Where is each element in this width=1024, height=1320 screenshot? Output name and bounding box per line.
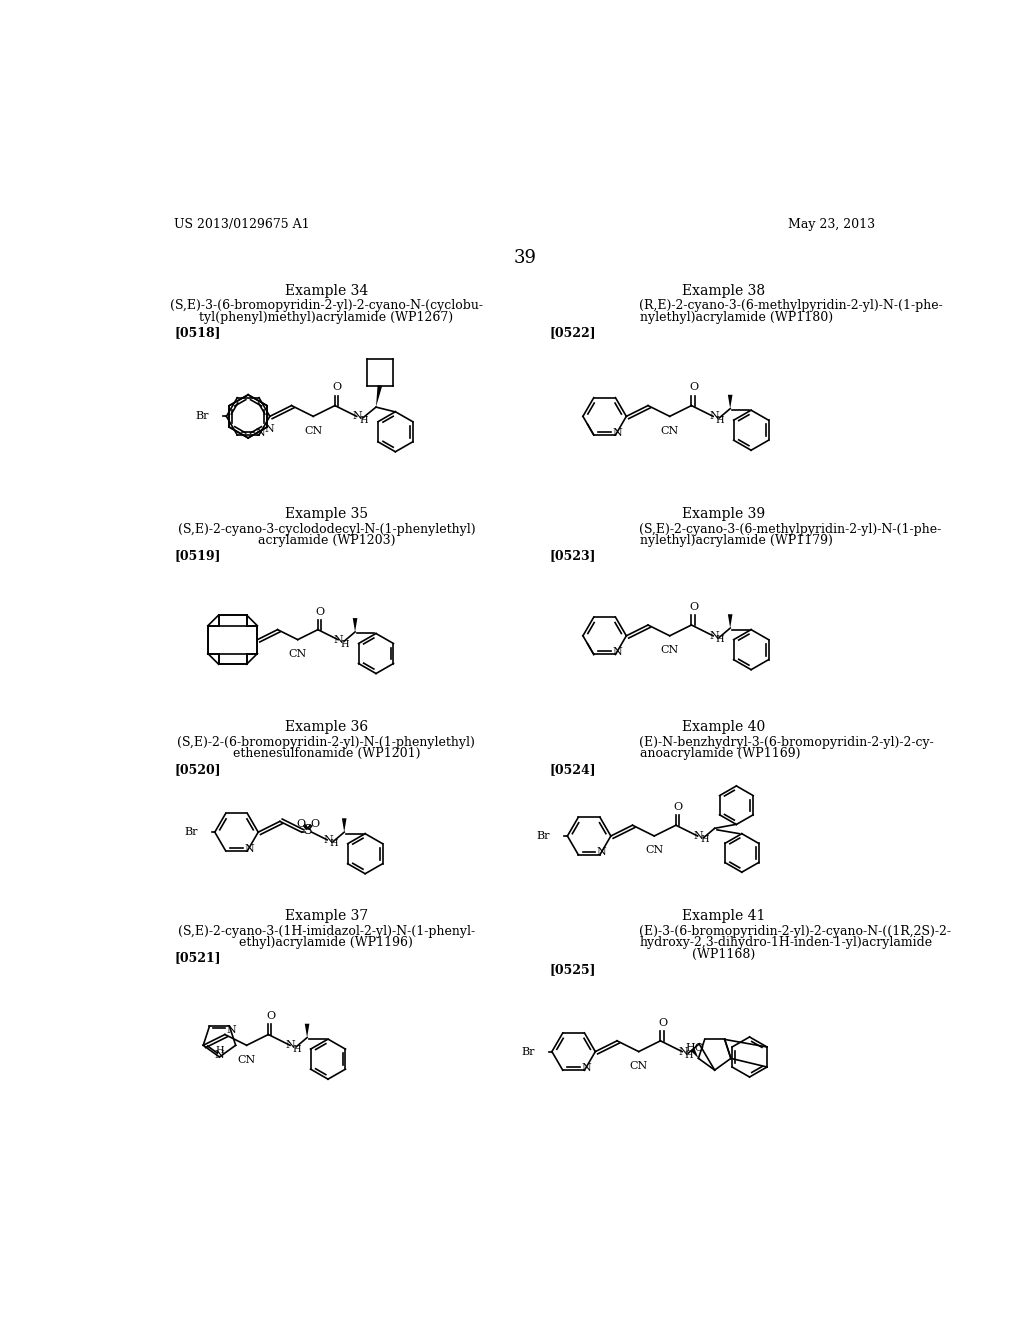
Text: (WP1168): (WP1168) <box>691 948 755 961</box>
Text: N: N <box>709 412 719 421</box>
Text: Example 36: Example 36 <box>285 721 368 734</box>
Text: (S,E)-3-(6-bromopyridin-2-yl)-2-cyano-N-(cyclobu-: (S,E)-3-(6-bromopyridin-2-yl)-2-cyano-N-… <box>170 300 483 313</box>
Text: N: N <box>678 1047 688 1056</box>
Text: Br: Br <box>537 832 550 841</box>
Text: N: N <box>352 412 362 421</box>
Text: O: O <box>310 818 319 829</box>
Text: O: O <box>689 383 698 392</box>
Text: ethenesulfonamide (WP1201): ethenesulfonamide (WP1201) <box>232 747 420 760</box>
Text: (S,E)-2-cyano-3-(1H-imidazol-2-yl)-N-(1-phenyl-: (S,E)-2-cyano-3-(1H-imidazol-2-yl)-N-(1-… <box>178 924 475 937</box>
Text: H: H <box>293 1044 301 1053</box>
Text: N: N <box>215 1049 224 1060</box>
Text: N: N <box>324 834 333 845</box>
Polygon shape <box>376 385 382 407</box>
Text: O: O <box>658 1018 668 1028</box>
Text: H: H <box>359 417 368 425</box>
Text: HO: HO <box>685 1043 705 1052</box>
Text: N: N <box>265 424 274 434</box>
Text: N: N <box>256 428 265 438</box>
Polygon shape <box>728 395 732 409</box>
Text: acrylamide (WP1203): acrylamide (WP1203) <box>258 535 395 548</box>
Text: [0520]: [0520] <box>174 763 221 776</box>
Text: nylethyl)acrylamide (WP1180): nylethyl)acrylamide (WP1180) <box>640 312 833 323</box>
Text: N: N <box>612 428 622 438</box>
Text: Example 39: Example 39 <box>682 507 765 521</box>
Text: US 2013/0129675 A1: US 2013/0129675 A1 <box>174 218 310 231</box>
Text: CN: CN <box>238 1055 256 1064</box>
Text: anoacrylamide (WP1169): anoacrylamide (WP1169) <box>640 747 800 760</box>
Text: Example 37: Example 37 <box>285 909 368 923</box>
Text: [0524]: [0524] <box>550 763 596 776</box>
Text: O: O <box>674 803 683 812</box>
Text: H: H <box>330 840 339 849</box>
Text: H: H <box>215 1045 224 1055</box>
Text: (S,E)-2-cyano-3-(6-methylpyridin-2-yl)-N-(1-phe-: (S,E)-2-cyano-3-(6-methylpyridin-2-yl)-N… <box>640 523 942 536</box>
Polygon shape <box>305 1024 309 1038</box>
Text: tyl(phenyl)methyl)acrylamide (WP1267): tyl(phenyl)methyl)acrylamide (WP1267) <box>200 312 454 323</box>
Text: H: H <box>716 635 724 644</box>
Text: CN: CN <box>304 425 323 436</box>
Text: ethyl)acrylamide (WP1196): ethyl)acrylamide (WP1196) <box>240 936 414 949</box>
Text: (S,E)-2-cyano-3-cyclododecyl-N-(1-phenylethyl): (S,E)-2-cyano-3-cyclododecyl-N-(1-phenyl… <box>177 523 475 536</box>
Text: H: H <box>700 836 709 845</box>
Text: CN: CN <box>630 1061 648 1071</box>
Text: H: H <box>716 416 724 425</box>
Text: [0521]: [0521] <box>174 952 221 965</box>
Text: 39: 39 <box>513 249 537 267</box>
Text: N: N <box>582 1063 591 1073</box>
Text: (E)-3-(6-bromopyridin-2-yl)-2-cyano-N-((1R,2S)-2-: (E)-3-(6-bromopyridin-2-yl)-2-cyano-N-((… <box>640 924 951 937</box>
Polygon shape <box>352 618 357 632</box>
Text: S: S <box>303 824 312 837</box>
Text: H: H <box>341 640 349 648</box>
Text: CN: CN <box>645 845 664 855</box>
Text: N: N <box>334 635 344 644</box>
Text: [0518]: [0518] <box>174 326 221 339</box>
Text: Example 41: Example 41 <box>682 909 765 923</box>
Polygon shape <box>342 818 346 832</box>
Polygon shape <box>690 1048 698 1059</box>
Text: Br: Br <box>521 1047 535 1056</box>
Text: O: O <box>266 1011 275 1022</box>
Text: CN: CN <box>660 425 679 436</box>
Text: Br: Br <box>184 828 198 837</box>
Text: N: N <box>286 1040 296 1051</box>
Text: Example 38: Example 38 <box>682 284 765 298</box>
Text: N: N <box>612 647 622 657</box>
Polygon shape <box>728 614 732 628</box>
Text: [0522]: [0522] <box>550 326 596 339</box>
Text: Example 34: Example 34 <box>285 284 368 298</box>
Text: [0525]: [0525] <box>550 964 596 975</box>
Text: N: N <box>693 832 703 841</box>
Text: CN: CN <box>289 649 307 659</box>
Text: H: H <box>685 1051 693 1060</box>
Text: O: O <box>689 602 698 612</box>
Text: N: N <box>709 631 719 640</box>
Text: O: O <box>296 818 305 829</box>
Text: CN: CN <box>660 645 679 655</box>
Text: [0519]: [0519] <box>174 549 221 562</box>
Text: (R,E)-2-cyano-3-(6-methylpyridin-2-yl)-N-(1-phe-: (R,E)-2-cyano-3-(6-methylpyridin-2-yl)-N… <box>640 300 943 313</box>
Text: (E)-N-benzhydryl-3-(6-bromopyridin-2-yl)-2-cy-: (E)-N-benzhydryl-3-(6-bromopyridin-2-yl)… <box>640 737 934 748</box>
Text: nylethyl)acrylamide (WP1179): nylethyl)acrylamide (WP1179) <box>640 535 833 548</box>
Text: [0523]: [0523] <box>550 549 596 562</box>
Text: O: O <box>333 383 342 392</box>
Text: Example 40: Example 40 <box>682 721 765 734</box>
Text: N: N <box>226 1026 236 1035</box>
Text: (S,E)-2-(6-bromopyridin-2-yl)-N-(1-phenylethyl): (S,E)-2-(6-bromopyridin-2-yl)-N-(1-pheny… <box>177 737 475 748</box>
Text: May 23, 2013: May 23, 2013 <box>788 218 876 231</box>
Text: N: N <box>597 847 606 858</box>
Text: hydroxy-2,3-dihydro-1H-inden-1-yl)acrylamide: hydroxy-2,3-dihydro-1H-inden-1-yl)acryla… <box>640 936 933 949</box>
Text: O: O <box>315 607 325 616</box>
Text: N: N <box>244 843 254 854</box>
Text: Example 35: Example 35 <box>285 507 368 521</box>
Text: Br: Br <box>196 412 209 421</box>
